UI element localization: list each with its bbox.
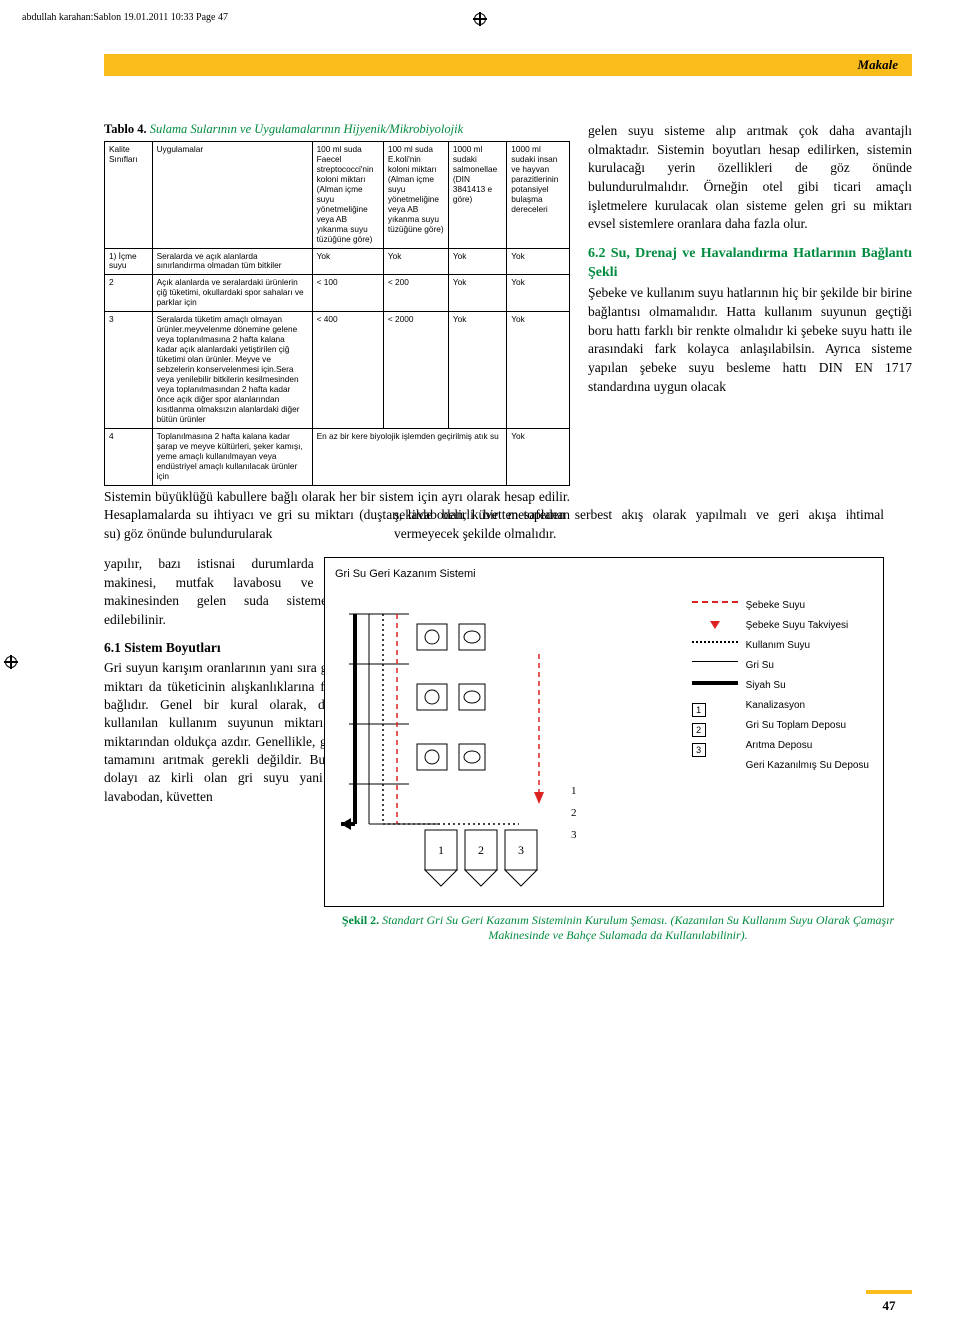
svg-text:3: 3 — [571, 829, 577, 841]
legend-item: Geri Kazanılmış Su Deposu — [692, 756, 869, 776]
th-c5: 1000 ml sudaki insan ve hayvan parazitle… — [507, 142, 570, 249]
cell: Yok — [383, 248, 448, 275]
th-c2: 100 ml suda Faecel streptococci'nin kolo… — [312, 142, 383, 249]
legend-item: Şebeke Suyu — [692, 596, 869, 616]
cell: Yok — [507, 312, 570, 428]
svg-text:1: 1 — [571, 785, 577, 797]
cell: < 400 — [312, 312, 383, 428]
cell: 1) İçme suyu — [105, 248, 153, 275]
cell: Seralarda tüketim amaçlı olmayan ürünler… — [152, 312, 312, 428]
cell: 3 — [105, 312, 153, 428]
svg-text:1: 1 — [438, 843, 444, 857]
sym-arrow-red — [692, 621, 738, 631]
cell: Seralarda ve açık alanlarda sınırlandırm… — [152, 248, 312, 275]
figure2-box: Gri Su Geri Kazanım Sistemi — [324, 557, 884, 907]
cell: < 200 — [383, 275, 448, 312]
table-row: 1) İçme suyu Seralarda ve açık alanlarda… — [105, 248, 570, 275]
cell: Yok — [507, 428, 570, 485]
legend-label: Arıtma Deposu — [746, 736, 813, 756]
table-row: 4 Toplanılmasına 2 hafta kalana kadar şa… — [105, 428, 570, 485]
cell: < 100 — [312, 275, 383, 312]
svg-text:3: 3 — [518, 843, 524, 857]
legend-label: Kanalizasyon — [746, 696, 805, 716]
cell: Yok — [448, 312, 506, 428]
table-row: 3 Seralarda tüketim amaçlı olmayan ürünl… — [105, 312, 570, 428]
cell: Toplanılmasına 2 hafta kalana kadar şara… — [152, 428, 312, 485]
cell: 4 — [105, 428, 153, 485]
sym-blank — [692, 761, 738, 771]
cell: Yok — [507, 248, 570, 275]
cell: 2 — [105, 275, 153, 312]
legend-label: Kullanım Suyu — [746, 636, 810, 656]
cell: Yok — [448, 275, 506, 312]
sym-num3: 3 — [692, 741, 738, 751]
sym-thick — [692, 681, 738, 691]
sym-thin — [692, 661, 738, 671]
legend-item: Kullanım Suyu — [692, 636, 869, 656]
legend-label: Siyah Su — [746, 676, 786, 696]
table4-title-rest: Sulama Sularının ve Uygulamalarının Hijy… — [147, 122, 464, 136]
page-body: Makale Tablo 4. Sulama Sularının ve Uygu… — [34, 54, 912, 1284]
figure2-wrap: Gri Su Geri Kazanım Sistemi — [324, 557, 912, 943]
figure2-caption-rest: Standart Gri Su Geri Kazanım Sisteminin … — [379, 913, 894, 942]
legend-label: Şebeke Suyu Takviyesi — [746, 616, 849, 636]
table-row: Kalite Sınıfları Uygulamalar 100 ml suda… — [105, 142, 570, 249]
sec62-body: Şebeke ve kullanım suyu hatlarının hiç b… — [588, 284, 912, 396]
table-row: 2 Açık alanlarda ve seralardaki ürünleri… — [105, 275, 570, 312]
page-number: 47 — [866, 1290, 912, 1314]
table4: Kalite Sınıfları Uygulamalar 100 ml suda… — [104, 141, 570, 486]
legend-label: Şebeke Suyu — [746, 596, 806, 616]
legend-label: Geri Kazanılmış Su Deposu — [746, 756, 869, 776]
sym-num1: 1 — [692, 701, 738, 711]
legend-label: Gri Su — [746, 656, 774, 676]
sym-dots — [692, 641, 738, 651]
figure2-caption-bold: Şekil 2. — [342, 913, 379, 927]
legend-item: Şebeke Suyu Takviyesi — [692, 616, 869, 636]
cell: Yok — [507, 275, 570, 312]
legend-item: 1 Kanalizasyon — [692, 696, 869, 716]
svg-text:2: 2 — [571, 807, 577, 819]
cell: Açık alanlarda ve seralardaki ürünlerin … — [152, 275, 312, 312]
sym-dash-red — [692, 601, 738, 611]
th-uygulamalar: Uygulamalar — [152, 142, 312, 249]
table4-title-bold: Tablo 4. — [104, 122, 147, 136]
legend-item: 2 Gri Su Toplam Deposu — [692, 716, 869, 736]
schematic-diagram: 1 2 3 1 2 3 — [339, 594, 599, 890]
print-header: abdullah karahan:Sablon 19.01.2011 10:33… — [22, 12, 228, 23]
legend-item: 3 Arıtma Deposu — [692, 736, 869, 756]
sec62-title: 6.2 Su, Drenaj ve Havalandırma Hatlarını… — [588, 244, 912, 283]
section-label-bar: Makale — [104, 54, 912, 76]
cell: < 2000 — [383, 312, 448, 428]
crop-mark-left — [4, 655, 18, 669]
crop-mark-top — [473, 12, 487, 26]
th-c3: 100 ml suda E.koli'nin koloni miktarı (A… — [383, 142, 448, 249]
figure-legend: Şebeke Suyu Şebeke Suyu Takviyesi Kullan… — [692, 596, 869, 776]
table4-title: Tablo 4. Sulama Sularının ve Uygulamalar… — [104, 122, 570, 137]
figure2-title: Gri Su Geri Kazanım Sistemi — [335, 568, 873, 580]
legend-item: Gri Su — [692, 656, 869, 676]
th-kalite: Kalite Sınıfları — [105, 142, 153, 249]
cell: Yok — [312, 248, 383, 275]
svg-text:2: 2 — [478, 843, 484, 857]
cell-merged: En az bir kere biyolojik işlemden geçiri… — [312, 428, 507, 485]
legend-item: Siyah Su — [692, 676, 869, 696]
legend-label: Gri Su Toplam Deposu — [746, 716, 846, 736]
sym-num2: 2 — [692, 721, 738, 731]
right-para1: gelen suyu sisteme alıp arıtmak çok daha… — [588, 122, 912, 234]
cell: Yok — [448, 248, 506, 275]
th-c4: 1000 ml sudaki salmonellae (DIN 3841413 … — [448, 142, 506, 249]
figure2-caption: Şekil 2. Standart Gri Su Geri Kazanım Si… — [324, 913, 912, 943]
